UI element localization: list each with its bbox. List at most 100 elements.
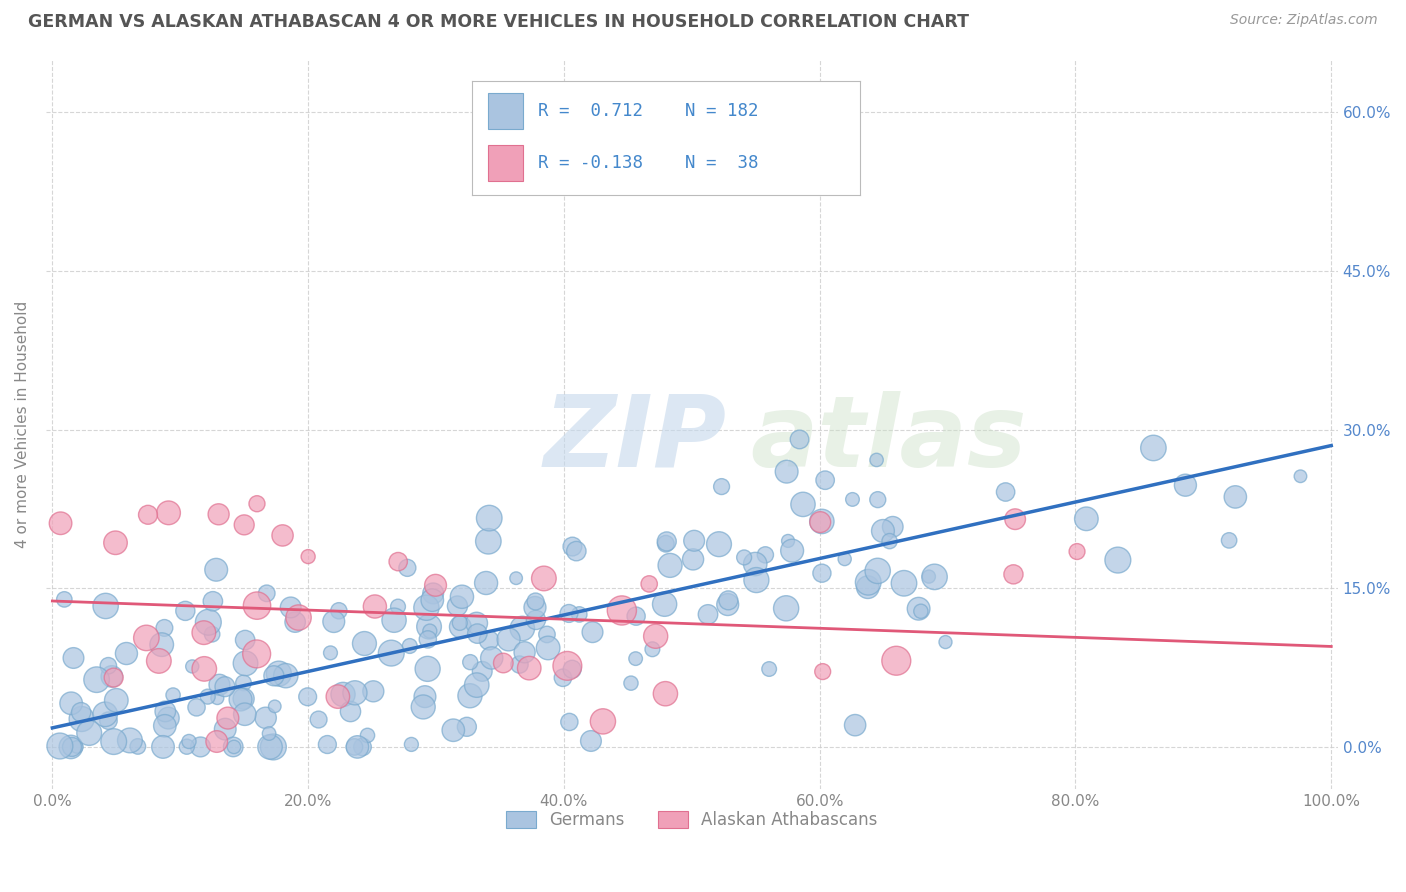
Point	[641, 642, 664, 657]
Point	[193, 625, 215, 640]
Point	[710, 480, 733, 494]
Point	[558, 607, 581, 621]
Point	[446, 599, 468, 613]
Point	[717, 598, 740, 612]
Point	[858, 575, 880, 590]
Point	[343, 686, 366, 700]
Point	[416, 632, 439, 647]
Point	[380, 646, 402, 660]
Text: Source: ZipAtlas.com: Source: ZipAtlas.com	[1230, 13, 1378, 28]
Point	[780, 543, 803, 558]
Point	[1076, 512, 1098, 526]
Point	[77, 726, 100, 740]
Point	[745, 573, 768, 587]
Point	[103, 671, 125, 685]
Point	[456, 720, 478, 734]
Point	[94, 707, 117, 722]
Point	[610, 603, 633, 617]
Point	[458, 689, 481, 703]
Point	[135, 631, 157, 645]
Point	[415, 600, 437, 615]
Point	[232, 676, 254, 690]
Point	[524, 613, 547, 627]
Point	[478, 511, 501, 525]
Point	[792, 497, 814, 511]
Point	[655, 537, 678, 551]
Point	[1107, 553, 1129, 567]
Point	[758, 662, 780, 676]
Point	[217, 711, 239, 725]
Legend: Germans, Alaskan Athabascans: Germans, Alaskan Athabascans	[499, 804, 884, 836]
Point	[477, 534, 499, 549]
Point	[186, 700, 208, 714]
Point	[551, 671, 574, 685]
Point	[316, 738, 339, 752]
Point	[297, 690, 319, 704]
Point	[655, 534, 678, 549]
Point	[246, 497, 269, 511]
Point	[524, 594, 547, 608]
Point	[620, 676, 643, 690]
Text: ZIP: ZIP	[543, 391, 727, 488]
Point	[451, 590, 474, 604]
Point	[155, 705, 177, 719]
Point	[517, 661, 540, 675]
Point	[246, 647, 269, 661]
Point	[465, 626, 488, 640]
Point	[97, 714, 120, 728]
Point	[148, 654, 170, 668]
Point	[505, 571, 527, 585]
Point	[257, 726, 280, 740]
Point	[70, 705, 93, 719]
Point	[322, 615, 344, 629]
Point	[717, 593, 740, 607]
Point	[523, 600, 546, 615]
Point	[659, 558, 682, 573]
Point	[775, 601, 797, 615]
Point	[287, 610, 309, 624]
Point	[382, 613, 405, 627]
Point	[235, 657, 257, 671]
Point	[413, 690, 436, 704]
Point	[387, 555, 409, 569]
Point	[103, 734, 125, 748]
Point	[60, 739, 83, 754]
Point	[364, 599, 387, 614]
Point	[308, 713, 330, 727]
Point	[744, 557, 766, 571]
Point	[197, 615, 219, 630]
Point	[101, 669, 124, 683]
Point	[352, 739, 374, 754]
Point	[104, 535, 127, 549]
Point	[844, 718, 866, 732]
Point	[176, 739, 198, 754]
Point	[233, 707, 256, 722]
Point	[536, 627, 558, 641]
Point	[537, 640, 560, 655]
Text: atlas: atlas	[749, 391, 1026, 488]
Point	[465, 678, 488, 692]
Point	[387, 599, 409, 614]
Point	[478, 633, 501, 648]
Point	[697, 607, 720, 622]
Point	[181, 659, 204, 673]
Point	[918, 569, 941, 583]
Point	[1002, 567, 1025, 582]
Point	[53, 592, 76, 607]
Point	[654, 687, 676, 701]
Point	[638, 577, 661, 591]
Point	[924, 570, 946, 584]
Point	[346, 739, 368, 754]
Point	[419, 624, 441, 638]
Point	[60, 696, 83, 710]
Point	[592, 714, 614, 729]
Point	[624, 609, 647, 624]
Point	[893, 576, 915, 591]
Point	[319, 646, 342, 660]
Point	[332, 688, 354, 702]
Point	[118, 733, 141, 747]
Point	[475, 576, 498, 591]
Point	[425, 578, 447, 592]
Point	[197, 690, 219, 704]
Point	[872, 524, 894, 538]
